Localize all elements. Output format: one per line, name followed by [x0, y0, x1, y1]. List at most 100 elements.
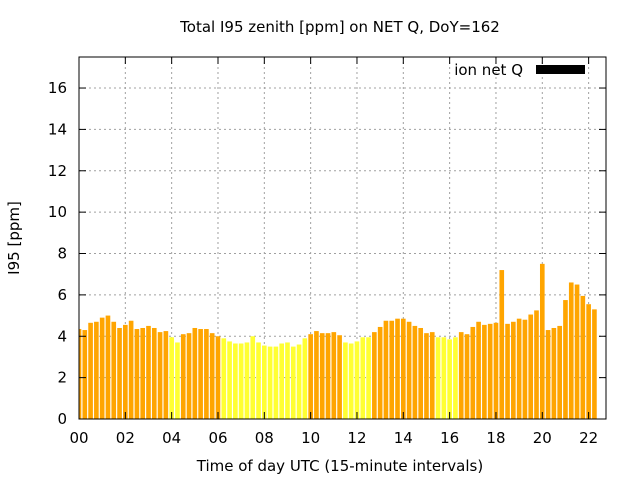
bar [516, 318, 522, 419]
bar [157, 332, 163, 419]
bar [580, 295, 586, 419]
y-tick-label: 16 [48, 79, 67, 97]
bar [140, 327, 146, 419]
bar [354, 341, 360, 419]
y-axis-label: I95 [ppm] [5, 201, 23, 275]
bar [99, 317, 105, 419]
bar [325, 333, 331, 419]
plot-frame [78, 56, 607, 420]
bar [123, 324, 128, 419]
bar [273, 346, 279, 419]
y-tick-label: 0 [57, 410, 67, 428]
bar [383, 320, 389, 419]
y-tick-label: 12 [48, 162, 67, 180]
bar [337, 335, 342, 419]
x-axis-label: Time of day UTC (15-minute intervals) [196, 457, 483, 475]
bar [395, 318, 400, 419]
bar [574, 284, 580, 419]
bar [244, 342, 250, 419]
y-tick-label: 2 [57, 369, 67, 387]
bar [285, 342, 290, 419]
bar [505, 323, 510, 419]
x-tick-label: 22 [579, 429, 598, 447]
bar [557, 325, 562, 419]
bar [528, 314, 534, 419]
bar [343, 342, 348, 419]
bar [175, 342, 180, 419]
bar [522, 319, 528, 419]
legend: ion net Q [454, 61, 585, 79]
bar [441, 337, 447, 419]
bar [319, 333, 325, 419]
bar [227, 341, 232, 419]
bar [360, 337, 366, 419]
bar [111, 321, 117, 419]
bar [499, 270, 505, 419]
bar [511, 321, 516, 419]
bar [296, 344, 302, 419]
bar [418, 327, 423, 419]
x-tick-label: 18 [486, 429, 505, 447]
bar [169, 337, 174, 419]
bar [586, 304, 591, 419]
bar [348, 343, 354, 419]
legend-label: ion net Q [454, 61, 523, 79]
bar [186, 333, 192, 419]
legend-swatch [536, 65, 585, 74]
bar [429, 332, 435, 419]
bar [82, 330, 88, 419]
y-tick-label: 8 [57, 245, 67, 263]
bar [163, 331, 169, 419]
bar [314, 331, 319, 419]
x-tick-label: 20 [533, 429, 552, 447]
bar [458, 332, 464, 419]
bar [464, 334, 470, 419]
bar [198, 329, 203, 419]
bar [250, 336, 256, 419]
bar [539, 263, 545, 419]
y-tick-label: 14 [48, 120, 67, 138]
bar [563, 300, 568, 419]
bar [88, 322, 93, 419]
y-tick-label: 6 [57, 286, 67, 304]
x-tick-label: 12 [347, 429, 366, 447]
bar [117, 327, 122, 419]
bar [192, 327, 198, 419]
bar [424, 333, 429, 419]
bar [568, 282, 574, 419]
bar [308, 334, 313, 419]
x-tick-label: 14 [394, 429, 413, 447]
bars [79, 263, 597, 419]
bar [209, 333, 215, 419]
bar [215, 336, 221, 419]
bar [389, 320, 395, 419]
y-tick-label: 4 [57, 327, 67, 345]
bar [406, 321, 412, 419]
bar [377, 326, 383, 419]
bar [290, 346, 296, 419]
bar [372, 332, 377, 419]
bar [267, 346, 273, 419]
chart-title: Total I95 zenith [ppm] on NET Q, DoY=162 [179, 18, 500, 36]
bar [262, 345, 267, 419]
bar [256, 342, 261, 419]
bar [400, 318, 406, 419]
bar [105, 315, 111, 419]
bar [551, 327, 557, 419]
bar [204, 329, 209, 419]
x-tick-label: 02 [116, 429, 135, 447]
bar [470, 326, 476, 419]
bar [146, 325, 151, 419]
bar [592, 309, 597, 419]
bar [482, 324, 487, 419]
bar [221, 338, 227, 419]
bar [180, 334, 186, 419]
bar [279, 343, 285, 419]
x-tick-label: 16 [440, 429, 459, 447]
bar [366, 337, 371, 419]
bar [435, 337, 441, 419]
bar [302, 338, 308, 419]
bar [151, 327, 157, 419]
